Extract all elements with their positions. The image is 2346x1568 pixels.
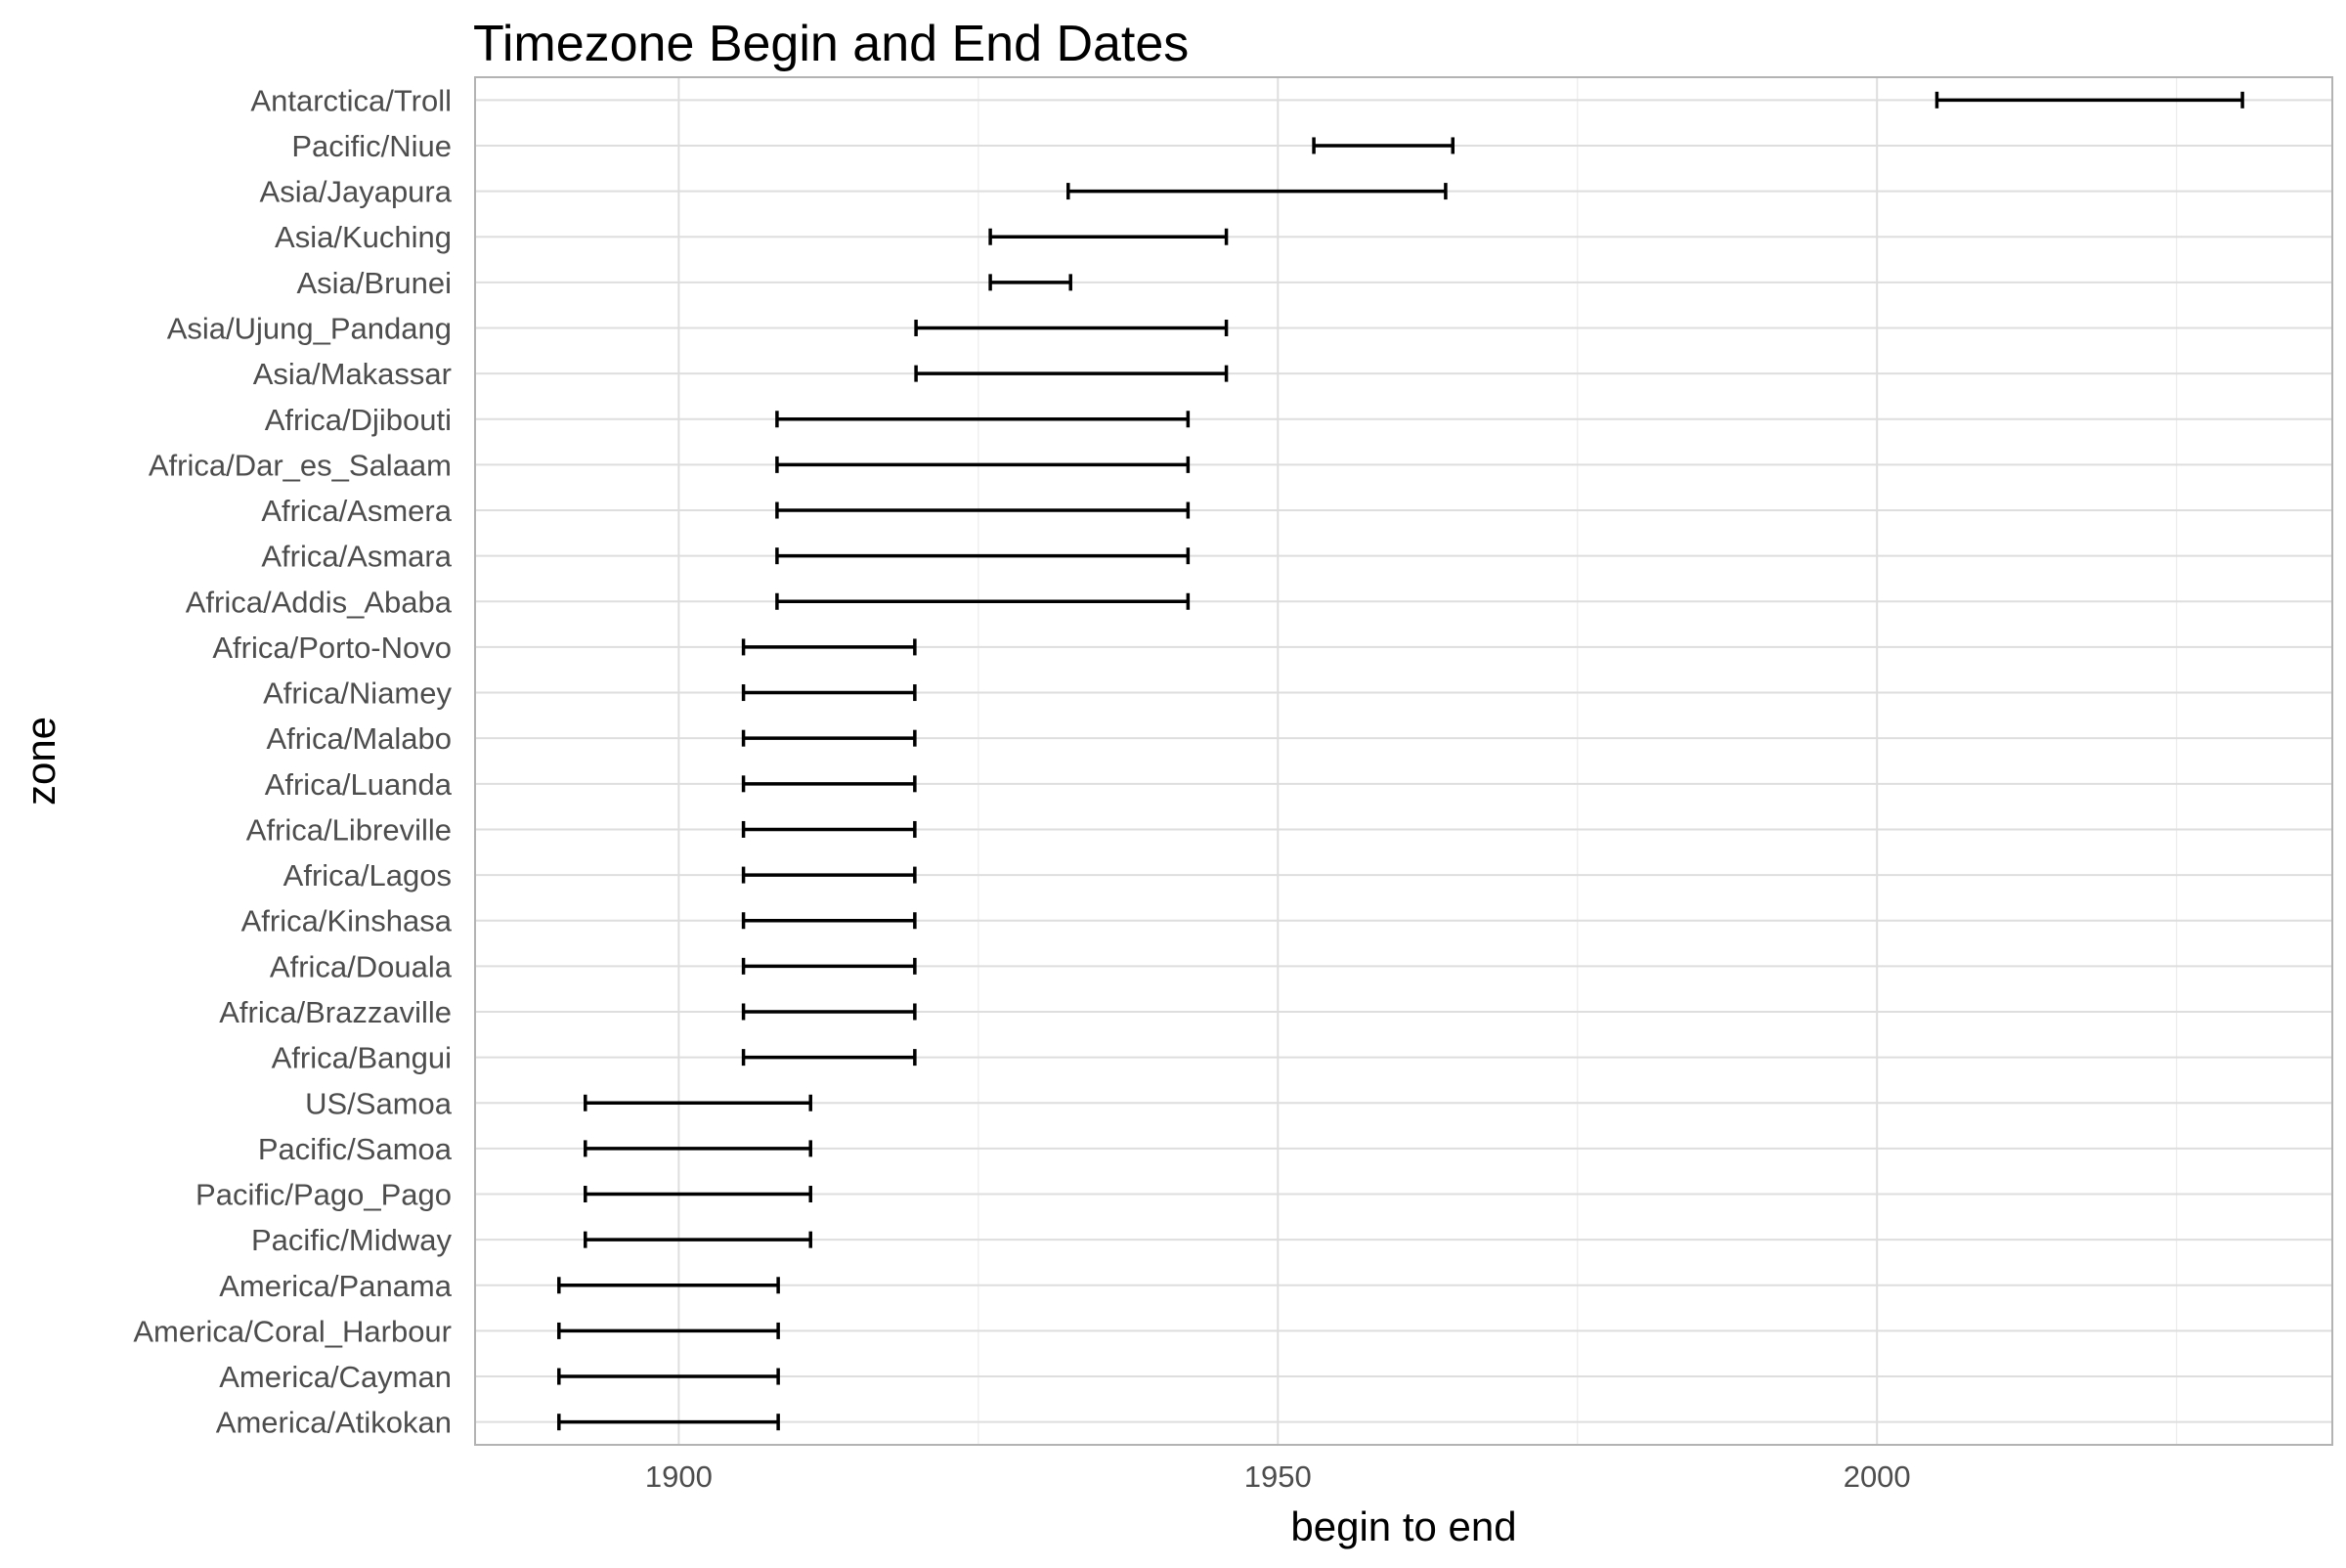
- range-bar: [741, 1049, 917, 1067]
- y-tick-label: Pacific/Samoa: [258, 1132, 453, 1166]
- y-tick-label: Asia/Ujung_Pandang: [167, 311, 452, 345]
- y-tick-label: Africa/Asmara: [261, 540, 452, 574]
- x-axis-title: begin to end: [1290, 1503, 1516, 1549]
- y-axis-tick-labels: Antarctica/Troll Pacific/Niue Asia/Jayapur…: [133, 83, 452, 1439]
- y-tick-label: Africa/Porto-Novo: [212, 631, 452, 665]
- range-bar: [557, 1322, 780, 1339]
- range-bar: [741, 866, 917, 884]
- y-tick-label: Africa/Luanda: [265, 767, 453, 802]
- x-tick-label: 1900: [645, 1459, 713, 1494]
- y-tick-label: Pacific/Pago_Pago: [196, 1178, 452, 1212]
- y-tick-label: America/Cayman: [219, 1360, 452, 1394]
- y-tick-label: Pacific/Niue: [291, 129, 452, 163]
- range-bar: [584, 1231, 812, 1248]
- y-tick-label: Pacific/Midway: [251, 1223, 452, 1257]
- chart-title: Timezone Begin and End Dates: [473, 16, 1189, 72]
- range-bar: [775, 411, 1191, 428]
- grid-lines: [475, 77, 2332, 1445]
- range-bar: [775, 592, 1191, 610]
- range-bar: [988, 274, 1072, 291]
- y-tick-label: America/Coral_Harbour: [133, 1314, 452, 1348]
- y-tick-label: Africa/Malabo: [266, 721, 452, 756]
- y-tick-label: Africa/Niamey: [263, 676, 452, 711]
- y-tick-label: Antarctica/Troll: [250, 83, 452, 117]
- y-axis-title: zone: [18, 717, 64, 806]
- y-tick-label: Asia/Makassar: [253, 357, 452, 391]
- range-bar: [988, 228, 1229, 245]
- range-bar: [914, 365, 1229, 382]
- y-tick-label: Africa/Bangui: [272, 1041, 452, 1075]
- x-tick-label: 2000: [1844, 1459, 1911, 1494]
- range-bar: [584, 1094, 812, 1111]
- range-bar: [775, 456, 1191, 473]
- y-tick-label: Asia/Brunei: [296, 266, 452, 300]
- range-bar: [584, 1186, 812, 1203]
- y-tick-label: Africa/Addis_Ababa: [186, 585, 453, 619]
- range-bar: [557, 1368, 780, 1385]
- y-tick-label: Africa/Djibouti: [265, 403, 452, 437]
- range-bar: [1066, 183, 1448, 200]
- range-bar: [557, 1277, 780, 1294]
- y-tick-label: Africa/Brazzaville: [219, 995, 452, 1029]
- y-tick-label: Africa/Dar_es_Salaam: [149, 448, 452, 482]
- y-tick-label: America/Atikokan: [216, 1406, 452, 1440]
- y-tick-label: Africa/Douala: [270, 949, 453, 983]
- x-axis-tick-labels: 1900 1950 2000: [645, 1459, 1911, 1494]
- plot-panel-border: [474, 76, 2333, 1446]
- range-bar: [741, 1003, 917, 1021]
- y-tick-label: Africa/Kinshasa: [241, 904, 453, 938]
- range-bar: [1934, 91, 2244, 109]
- y-tick-label: Africa/Lagos: [283, 858, 452, 893]
- range-bar: [557, 1414, 780, 1431]
- range-bar: [914, 319, 1229, 336]
- range-bar: [741, 912, 917, 930]
- y-tick-label: US/Samoa: [305, 1086, 453, 1120]
- range-bar: [775, 501, 1191, 519]
- y-tick-label: America/Panama: [219, 1269, 453, 1303]
- range-bar: [741, 957, 917, 975]
- range-bar: [741, 729, 917, 747]
- range-bar: [741, 820, 917, 838]
- range-bar: [741, 684, 917, 702]
- range-bar: [584, 1140, 812, 1157]
- range-bar: [741, 638, 917, 656]
- range-bar: [775, 547, 1191, 565]
- range-bars: [557, 91, 2244, 1431]
- y-tick-label: Africa/Libreville: [246, 812, 452, 847]
- y-tick-label: Africa/Asmera: [261, 494, 452, 528]
- y-tick-label: Asia/Kuching: [275, 220, 452, 254]
- x-tick-label: 1950: [1244, 1459, 1312, 1494]
- range-bar: [741, 775, 917, 793]
- y-tick-label: Asia/Jayapura: [260, 175, 453, 209]
- range-bar: [1312, 137, 1455, 154]
